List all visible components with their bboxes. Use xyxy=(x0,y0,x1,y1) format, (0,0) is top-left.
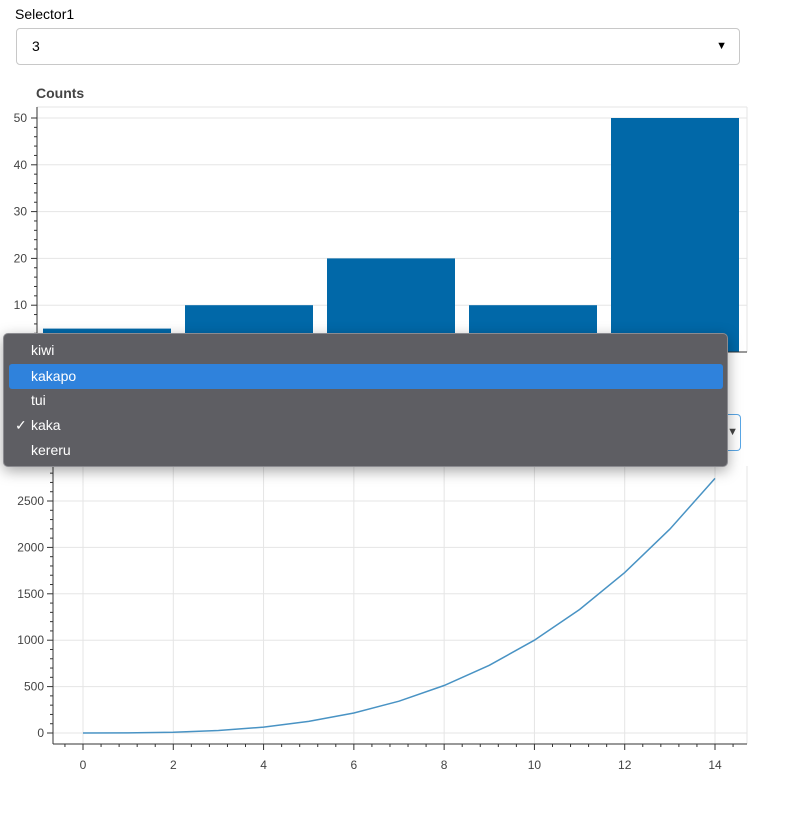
y-tick-label: 1000 xyxy=(17,633,44,647)
chevron-down-icon: ▼ xyxy=(716,40,727,52)
x-tick-label: 4 xyxy=(260,758,267,772)
x-tick-label: 12 xyxy=(618,758,632,772)
y-tick-label: 2000 xyxy=(17,540,44,554)
x-tick-label: 0 xyxy=(80,758,87,772)
y-tick-label: 40 xyxy=(14,158,28,172)
checkmark-icon: ✓ xyxy=(15,417,27,433)
option-label: kakapo xyxy=(31,368,77,384)
series-line xyxy=(82,477,716,734)
x-tick-label: 2 xyxy=(170,758,177,772)
dropdown-option-kereru[interactable]: kereru xyxy=(9,438,723,463)
chevron-down-icon: ▼ xyxy=(727,426,738,438)
y-tick-label: 20 xyxy=(14,251,28,265)
y-tick-label: 500 xyxy=(24,680,44,694)
x-tick-label: 10 xyxy=(528,758,542,772)
option-label: kiwi xyxy=(31,342,55,358)
x-tick-label: 8 xyxy=(441,758,448,772)
bar xyxy=(611,118,739,352)
dropdown-option-kiwi[interactable]: kiwi xyxy=(9,338,723,363)
x-tick-label: 6 xyxy=(351,758,358,772)
y-tick-label: 50 xyxy=(14,111,28,125)
selector1-value: 3 xyxy=(32,38,40,54)
selector1-label: Selector1 xyxy=(15,6,75,22)
y-tick-label: 0 xyxy=(37,726,44,740)
selector1-select[interactable]: 3 ▼ xyxy=(16,28,740,65)
dropdown-menu: kiwi kakapo tui ✓ kaka kereru xyxy=(3,333,728,467)
chart-title: Counts xyxy=(36,85,84,101)
y-tick-label: 10 xyxy=(14,298,28,312)
dropdown-option-tui[interactable]: tui xyxy=(9,388,723,413)
option-label: kereru xyxy=(31,442,71,458)
y-tick-label: 1500 xyxy=(17,587,44,601)
option-label: kaka xyxy=(31,417,61,433)
dropdown-option-kakapo[interactable]: kakapo xyxy=(9,364,723,389)
y-tick-label: 2500 xyxy=(17,494,44,508)
option-label: tui xyxy=(31,392,46,408)
y-tick-label: 30 xyxy=(14,205,28,219)
dropdown-option-kaka[interactable]: ✓ kaka xyxy=(9,413,723,438)
x-tick-label: 14 xyxy=(708,758,722,772)
